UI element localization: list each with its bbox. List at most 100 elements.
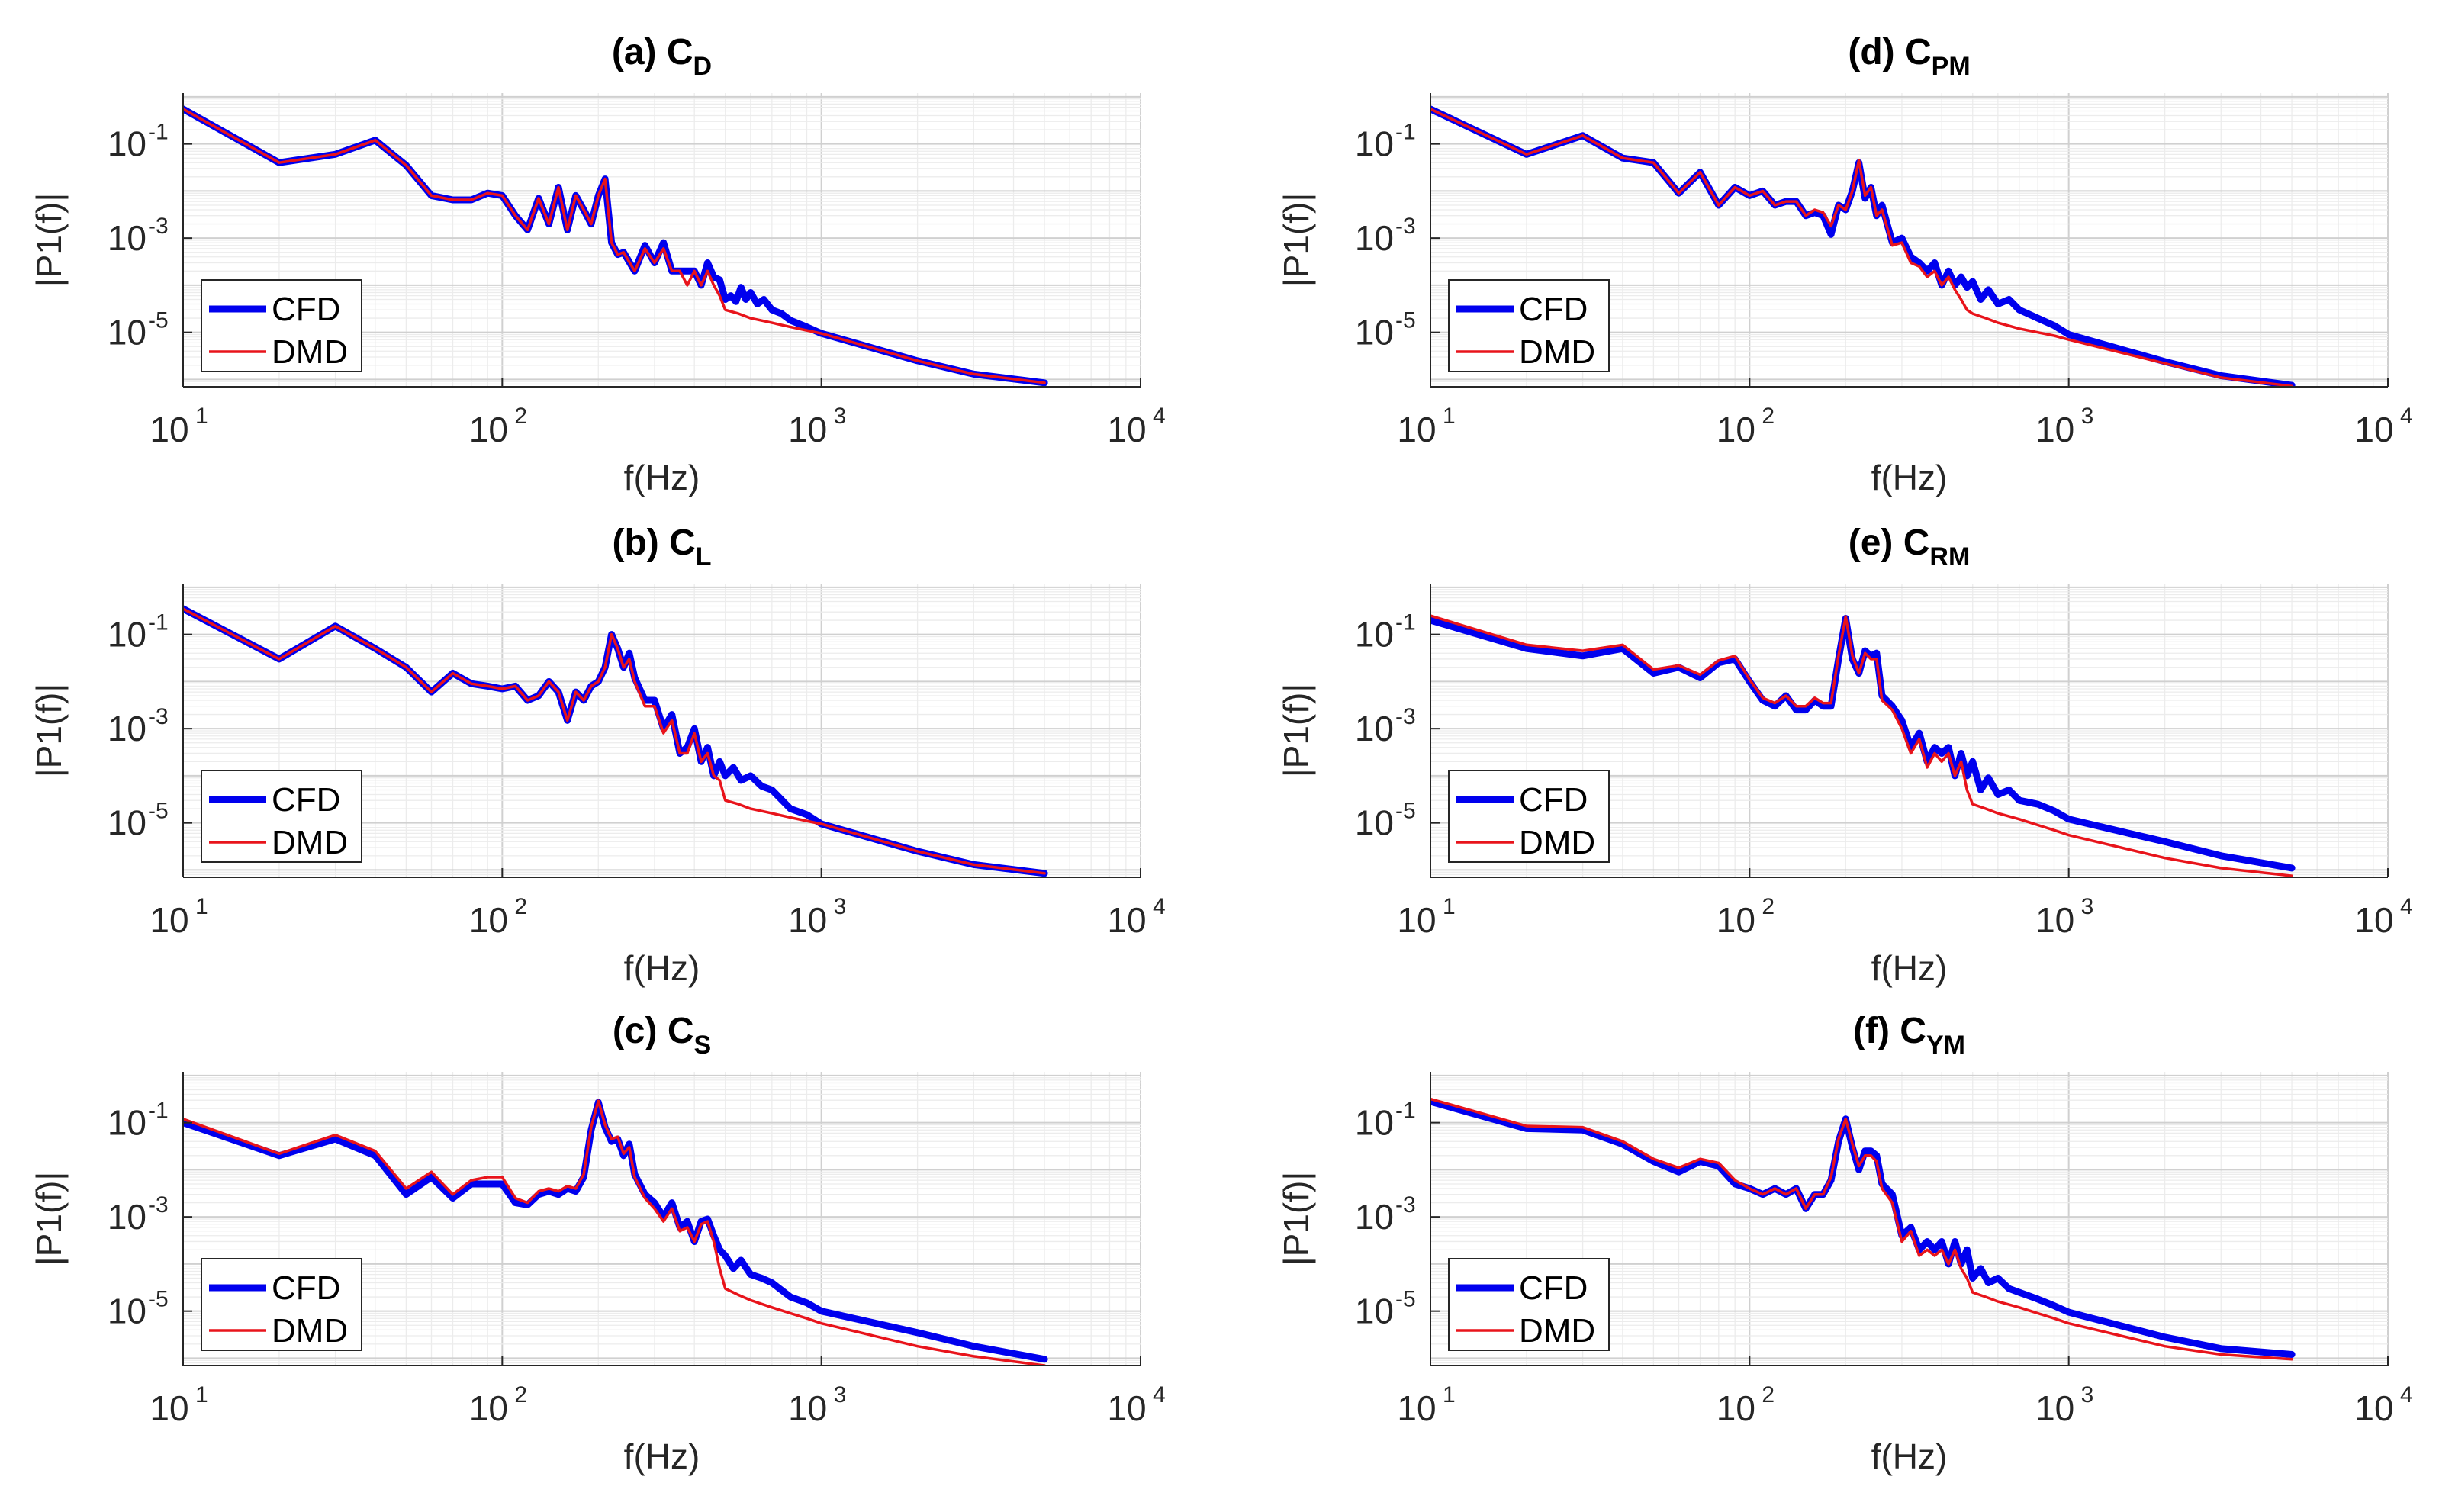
legend-label-cfd: CFD [1519, 291, 1588, 328]
legend-label-dmd: DMD [272, 1312, 348, 1350]
y-tick-label: 10 [1355, 803, 1394, 843]
x-tick-exponent: 2 [514, 894, 527, 919]
x-tick-label: 10 [2035, 900, 2074, 940]
y-tick-label: 10 [108, 803, 146, 843]
x-tick-exponent: 2 [514, 1382, 527, 1407]
chart-title-subscript: D [693, 52, 713, 81]
y-tick-label: 10 [1355, 1103, 1394, 1143]
x-tick-label: 10 [1717, 410, 1755, 449]
y-axis-label: |P1(f)| [29, 193, 69, 288]
series-cfd-line [1430, 1098, 2296, 1358]
y-axis-label: |P1(f)| [1276, 684, 1316, 778]
chart-title: (f) CYM [1853, 1011, 1965, 1060]
y-tick-exponent: -3 [1395, 704, 1416, 729]
legend-label-cfd: CFD [272, 291, 340, 328]
legend: CFD DMD [1448, 279, 1610, 372]
series-cfd-line [183, 1099, 1048, 1363]
y-tick-label: 10 [1355, 124, 1394, 164]
series-cfd-line [1430, 615, 2296, 872]
x-tick-exponent: 4 [2400, 1382, 2413, 1407]
y-tick-label: 10 [108, 1103, 146, 1143]
legend-box [201, 770, 362, 863]
legend-label-dmd: DMD [1519, 824, 1595, 861]
x-tick-label: 10 [1397, 1388, 1436, 1428]
y-tick-label: 10 [108, 1292, 146, 1331]
x-tick-label: 10 [2354, 1388, 2393, 1428]
y-tick-label: 10 [1355, 709, 1394, 748]
legend-label-cfd: CFD [1519, 1269, 1588, 1307]
y-tick-label: 10 [108, 615, 146, 655]
y-axis-label: |P1(f)| [1276, 1172, 1316, 1266]
y-tick-exponent: -3 [1395, 1192, 1416, 1218]
x-tick-label: 10 [2354, 410, 2393, 449]
y-tick-exponent: -5 [1395, 799, 1416, 824]
legend: CFD DMD [201, 279, 362, 372]
chart-title: (d) CPM [1848, 32, 1970, 81]
chart-title: (b) CL [612, 523, 711, 571]
x-axis-label: f(Hz) [624, 1436, 700, 1476]
y-tick-exponent: -5 [148, 308, 169, 333]
x-tick-label: 10 [788, 410, 827, 449]
y-tick-label: 10 [1355, 218, 1394, 258]
x-tick-label: 10 [150, 1388, 188, 1428]
y-tick-label: 10 [1355, 313, 1394, 352]
y-tick-exponent: -3 [148, 214, 169, 239]
y-tick-label: 10 [1355, 1292, 1394, 1331]
chart-panel-6: 10 1 10 2 10 3 10 410 -510 -310 -1f(Hz)|P1(f)|(f) … [1276, 1011, 2413, 1476]
y-tick-label: 10 [108, 218, 146, 258]
series-dmd-line [183, 1099, 1046, 1366]
series-dmd-line [183, 607, 1046, 875]
legend-label-dmd: DMD [1519, 1312, 1595, 1350]
y-tick-exponent: -3 [148, 1192, 169, 1218]
legend-label-cfd: CFD [1519, 781, 1588, 819]
y-tick-exponent: -5 [148, 1287, 169, 1312]
series-dmd-line [1430, 108, 2293, 387]
legend: CFD DMD [1448, 770, 1610, 863]
chart-title-subscript: S [693, 1031, 711, 1060]
x-axis-label: f(Hz) [1871, 458, 1948, 497]
x-tick-exponent: 1 [195, 1382, 208, 1407]
x-tick-label: 10 [2035, 1388, 2074, 1428]
y-tick-exponent: -5 [148, 799, 169, 824]
y-tick-label: 10 [1355, 1197, 1394, 1237]
x-tick-label: 10 [788, 900, 827, 940]
x-tick-label: 10 [1107, 1388, 1146, 1428]
x-tick-label: 10 [469, 900, 508, 940]
grid [1430, 93, 2389, 388]
legend-box [1448, 1258, 1610, 1351]
x-tick-label: 10 [150, 410, 188, 449]
y-tick-label: 10 [108, 313, 146, 352]
chart-title-subscript: L [696, 542, 712, 571]
chart-title-subscript: PM [1932, 52, 1971, 81]
legend-label-dmd: DMD [1519, 333, 1595, 371]
x-tick-exponent: 3 [2081, 894, 2094, 919]
series-dmd-line [183, 108, 1046, 384]
x-tick-exponent: 1 [1443, 404, 1456, 429]
legend: CFD DMD [1448, 1258, 1610, 1351]
chart-panel-3: 10 1 10 2 10 3 10 410 -510 -310 -1f(Hz)|P1(f)|(c) … [29, 1011, 1166, 1476]
legend-box [1448, 279, 1610, 372]
y-axis-label: |P1(f)| [1276, 193, 1316, 288]
x-tick-exponent: 1 [195, 894, 208, 919]
chart-title-subscript: RM [1929, 542, 1970, 571]
x-axis-label: f(Hz) [1871, 948, 1948, 988]
legend-box [201, 1258, 362, 1351]
x-tick-exponent: 4 [2400, 404, 2413, 429]
x-tick-label: 10 [1717, 1388, 1755, 1428]
legend-label-dmd: DMD [272, 333, 348, 371]
grid [1430, 1072, 2389, 1366]
x-tick-label: 10 [1107, 410, 1146, 449]
x-tick-label: 10 [469, 410, 508, 449]
x-axis-label: f(Hz) [1871, 1436, 1948, 1476]
legend-box [201, 279, 362, 372]
x-tick-exponent: 1 [195, 404, 208, 429]
y-tick-exponent: -5 [1395, 308, 1416, 333]
x-tick-exponent: 1 [1443, 1382, 1456, 1407]
x-tick-label: 10 [2354, 900, 2393, 940]
series-dmd-line [1430, 1097, 2293, 1361]
y-tick-exponent: -1 [148, 610, 169, 635]
y-tick-exponent: -1 [148, 1099, 169, 1124]
y-tick-exponent: -3 [148, 704, 169, 729]
x-tick-exponent: 3 [834, 894, 847, 919]
